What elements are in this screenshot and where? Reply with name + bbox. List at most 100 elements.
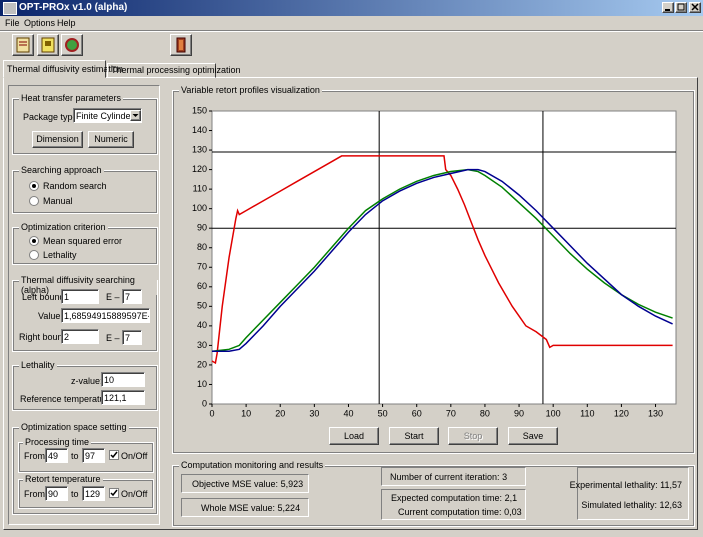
dropdown[interactable]: Finite Cylinder (c — [73, 108, 142, 123]
group-title: Searching approach — [19, 165, 104, 175]
text-field[interactable]: 97 — [82, 448, 105, 463]
title-bar: OPT-PROx v1.0 (alpha) — [0, 0, 703, 16]
toolbar-button[interactable] — [37, 34, 59, 56]
minimize-button[interactable] — [662, 2, 674, 13]
checkbox-label: On/Off — [121, 451, 148, 461]
menu-item[interactable]: Help — [57, 18, 76, 28]
group-title: Heat transfer parameters — [19, 93, 124, 103]
maximize-button[interactable] — [675, 2, 687, 13]
label: From — [24, 451, 45, 461]
button[interactable]: Start — [389, 427, 439, 445]
result-label: Whole MSE value: — [201, 503, 276, 513]
label: E – — [106, 333, 120, 343]
group-title: Lethality — [19, 360, 57, 370]
radio-label: Random search — [43, 181, 107, 191]
x-tick-label: 120 — [614, 408, 629, 418]
x-tick-label: 50 — [378, 408, 388, 418]
group-title: Variable retort profiles visualization — [179, 85, 322, 95]
text-field[interactable]: 121,1 — [101, 390, 145, 405]
tab[interactable]: Thermal processing optimization — [107, 63, 241, 78]
y-tick-label: 140 — [192, 125, 207, 135]
text-field[interactable]: 7 — [122, 330, 142, 345]
x-tick-label: 100 — [546, 408, 561, 418]
label: Value: — [38, 311, 63, 321]
window-title: OPT-PROx v1.0 (alpha) — [19, 2, 128, 13]
text-field[interactable]: 90 — [45, 486, 68, 501]
y-tick-label: 150 — [192, 105, 207, 115]
y-tick-label: 120 — [192, 164, 207, 174]
y-tick-label: 130 — [192, 144, 207, 154]
text-field[interactable]: 7 — [122, 289, 142, 304]
button[interactable]: Dimension — [32, 131, 83, 148]
menu-item[interactable]: Options — [24, 18, 56, 28]
text-field[interactable]: 10 — [101, 372, 145, 387]
radio-button[interactable] — [29, 196, 39, 206]
radio-button[interactable] — [29, 250, 39, 260]
dropdown-arrow[interactable] — [130, 110, 141, 121]
text-field[interactable]: 129 — [82, 486, 105, 501]
x-tick-label: 110 — [580, 408, 594, 418]
app-icon — [3, 2, 17, 15]
result-value: 5,224 — [277, 503, 301, 513]
series-line — [211, 168, 673, 353]
y-tick-label: 50 — [197, 301, 207, 311]
x-tick-label: 60 — [412, 408, 422, 418]
label: Reference temperature: — [20, 394, 116, 404]
y-tick-label: 30 — [197, 340, 207, 350]
close-button[interactable] — [689, 2, 701, 13]
tab-active[interactable]: Thermal diffusivity estimation — [3, 60, 123, 78]
result-box: Objective MSE value: 5,923 — [181, 474, 309, 493]
y-tick-label: 40 — [197, 320, 207, 330]
label: E – — [106, 292, 120, 302]
result-box: Number of current iteration: 3 — [381, 467, 526, 486]
x-tick-label: 40 — [343, 408, 353, 418]
group-box: Lethality — [12, 360, 158, 411]
y-tick-label: 0 — [202, 398, 207, 408]
radio-label: Mean squared error — [43, 236, 123, 246]
y-tick-label: 100 — [192, 203, 207, 213]
y-tick-label: 20 — [197, 359, 207, 369]
label: z-value: — [71, 376, 103, 386]
group-title: Processing time — [23, 437, 92, 447]
checkbox[interactable] — [109, 488, 119, 498]
y-tick-label: 70 — [197, 262, 207, 272]
result-label: Current computation time: — [398, 507, 502, 517]
button[interactable]: Save — [508, 427, 558, 445]
x-tick-label: 90 — [514, 408, 524, 418]
result-label: Simulated lethality: — [581, 500, 657, 510]
label: Package type: — [23, 112, 81, 122]
x-tick-label: 80 — [480, 408, 490, 418]
chart: 0 10 20 30 40 50 60 70 80 90 100 110 120 130 140 150 0 10… — [192, 105, 677, 418]
toolbar-button[interactable] — [61, 34, 83, 56]
radio-button[interactable] — [29, 181, 39, 191]
x-tick-label: 0 — [209, 408, 214, 418]
text-field[interactable]: 1 — [61, 289, 99, 304]
text-field[interactable]: 1,68594915889597E-7 — [61, 308, 150, 323]
checkbox[interactable] — [109, 450, 119, 460]
group-box: Computation monitoring and results — [172, 460, 695, 527]
text-field[interactable]: 2 — [61, 329, 99, 344]
group-title: Computation monitoring and results — [179, 460, 326, 470]
exit-button[interactable] — [170, 34, 192, 56]
text-field[interactable]: 49 — [45, 448, 68, 463]
button[interactable]: Load — [329, 427, 379, 445]
result-box: Whole MSE value: 5,224 — [181, 498, 309, 517]
result-value: 3 — [502, 472, 508, 482]
toolbar-button[interactable] — [12, 34, 34, 56]
x-tick-label: 70 — [446, 408, 456, 418]
group-box: Optimization space setting — [12, 422, 158, 515]
result-label: Objective MSE value: — [192, 479, 279, 489]
y-tick-label: 110 — [193, 184, 207, 194]
result-value: 0,03 — [504, 507, 522, 517]
menu-item[interactable]: File — [5, 18, 20, 28]
label: to — [71, 489, 79, 499]
x-tick-label: 10 — [241, 408, 251, 418]
left-panel — [8, 85, 160, 525]
button[interactable]: Numeric — [88, 131, 134, 148]
radio-label: Manual — [43, 196, 73, 206]
separator — [0, 30, 703, 32]
group-box: Optimization criterion — [12, 222, 158, 265]
radio-button[interactable] — [29, 236, 39, 246]
result-value: 11,57 — [660, 480, 682, 490]
